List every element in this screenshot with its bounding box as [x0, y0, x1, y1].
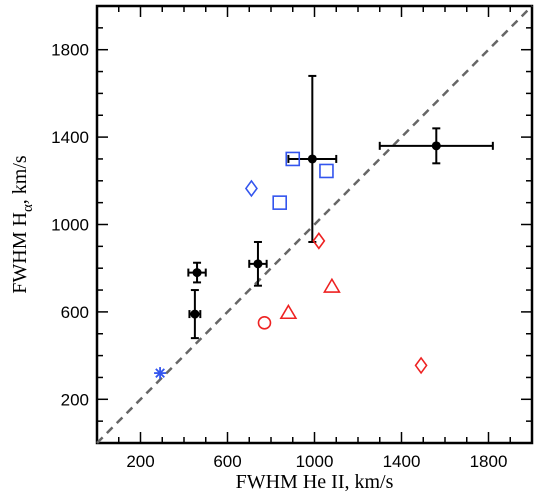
data-point-square [272, 195, 288, 210]
x-tick-label: 600 [213, 452, 241, 471]
y-tick-label: 600 [61, 303, 89, 322]
data-series [279, 277, 341, 320]
data-series [272, 151, 334, 210]
data-series [244, 179, 258, 198]
y-axis-label-prefix: FWHM H [9, 212, 31, 294]
y-axis-label: FWHM Hα, km/s [9, 155, 36, 294]
data-point-diamond [244, 179, 258, 198]
data-point [192, 268, 202, 278]
y-tick-label: 1000 [51, 216, 89, 235]
data-point-asterisk [154, 367, 167, 380]
data-point-square [285, 151, 301, 167]
x-tick-label: 1000 [296, 452, 334, 471]
data-series [312, 232, 428, 375]
data-point-triangle [279, 303, 298, 320]
y-axis-label-subscript: α [20, 204, 36, 212]
data-series [187, 74, 494, 340]
data-point [253, 259, 263, 269]
data-point-square [319, 163, 334, 179]
y-axis-label-suffix: , km/s [9, 155, 31, 204]
data-point [190, 309, 200, 319]
data-point-triangle [323, 277, 341, 293]
data-marks [154, 74, 494, 380]
data-point [307, 154, 317, 164]
reference-line-layer [96, 5, 533, 444]
data-point-circle [257, 316, 272, 330]
y-tick-labels: 200 600 1000 1400 1800 [51, 41, 89, 410]
asterisk-stroke [155, 368, 165, 378]
data-point-diamond [312, 232, 326, 250]
y-tick-label: 1400 [51, 128, 89, 147]
data-series [257, 316, 272, 330]
data-point [431, 141, 441, 151]
x-axis-label: FWHM He II, km/s [236, 471, 394, 493]
y-tick-label: 200 [61, 390, 89, 409]
x-tick-label: 1800 [470, 452, 508, 471]
x-tick-labels: 200 600 1000 1400 1800 [126, 452, 507, 471]
x-tick-label: 200 [126, 452, 154, 471]
y-tick-label: 1800 [51, 41, 89, 60]
x-tick-label: 1400 [383, 452, 421, 471]
one-to-one-line [96, 5, 533, 444]
data-series [154, 367, 167, 380]
axis-ticks [97, 6, 532, 443]
data-point-diamond [414, 356, 428, 375]
